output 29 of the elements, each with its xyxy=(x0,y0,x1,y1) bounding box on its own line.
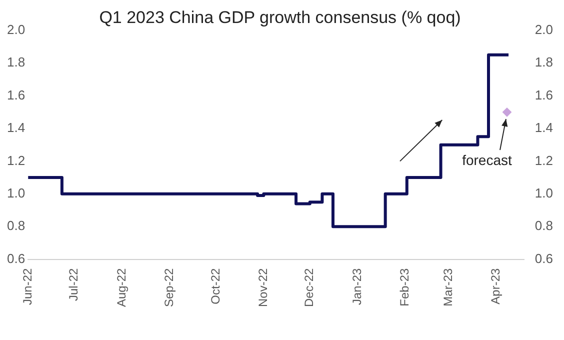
y2-tick-label: 2.0 xyxy=(534,22,554,37)
y2-tick-label: 1.8 xyxy=(534,54,554,70)
chart-title: Q1 2023 China GDP growth consensus (% qoq) xyxy=(99,8,461,27)
y2-tick-label: 0.6 xyxy=(534,250,554,266)
x-tick-label: Jul-22 xyxy=(66,268,81,301)
x-tick-label: Dec-22 xyxy=(302,268,316,307)
x-tick-label: Apr-23 xyxy=(488,268,503,304)
y-tick-label: 1.6 xyxy=(6,87,26,102)
y-tick-label: 0.8 xyxy=(6,218,26,234)
y-tick-label: 1.2 xyxy=(6,152,26,168)
y-tick-label: 1.8 xyxy=(6,54,26,70)
y-tick-label: 2.0 xyxy=(6,22,26,37)
x-tick-label: Feb-23 xyxy=(398,268,412,306)
y-tick-label: 0.6 xyxy=(6,250,26,266)
x-tick-label: Sep-22 xyxy=(162,268,176,308)
x-tick-label: Nov-22 xyxy=(256,268,270,307)
x-tick-label: Aug-22 xyxy=(114,268,128,308)
x-tick-label: Mar-23 xyxy=(440,268,455,306)
x-tick-label: Oct-22 xyxy=(208,268,222,304)
y2-tick-label: 1.4 xyxy=(534,120,554,136)
y2-tick-label: 1.0 xyxy=(534,185,554,200)
y-tick-label: 1.4 xyxy=(6,120,26,136)
y2-tick-label: 1.2 xyxy=(534,152,554,168)
annotation: forecast xyxy=(462,152,512,168)
y-tick-label: 1.0 xyxy=(6,185,26,200)
x-tick-label: Jan-23 xyxy=(350,268,364,306)
y2-tick-label: 1.6 xyxy=(534,87,554,102)
x-tick-label: Jun-22 xyxy=(20,268,34,306)
y2-tick-label: 0.8 xyxy=(534,218,554,234)
